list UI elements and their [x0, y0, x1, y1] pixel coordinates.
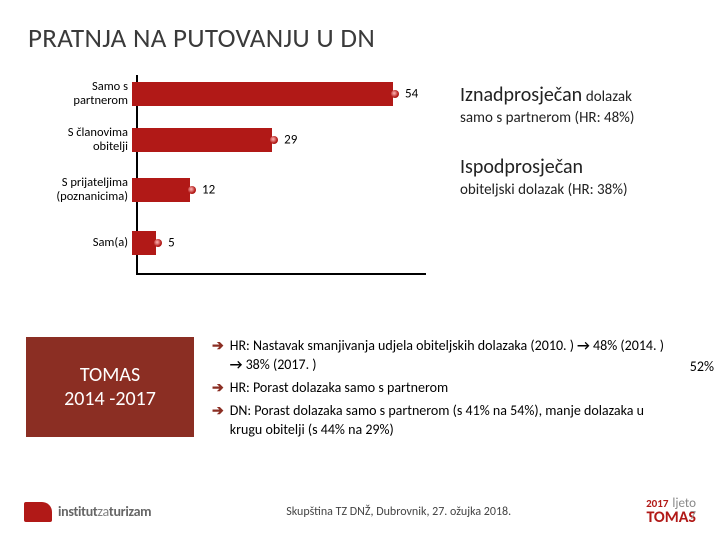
annot-above-sub: samo s partnerom (HR: 48%): [460, 109, 720, 127]
bullet-row: ➔DN: Porast dolazaka samo s partnerom (s…: [212, 402, 672, 440]
bar: 5: [132, 231, 156, 255]
content-row: Samo spartnerom54S članovimaobitelji29S …: [28, 75, 720, 275]
annot-below-title: Ispodprosječan: [460, 155, 583, 179]
tomas-box: TOMAS 2014 -2017: [26, 337, 194, 437]
tomas-logo-name: TOMAS: [646, 510, 696, 526]
tomas-box-l1: TOMAS: [80, 363, 140, 387]
tomas-box-l2: 2014 -2017: [64, 387, 156, 411]
slide-root: PRATNJA NA PUTOVANJU U DN Samo spartnero…: [0, 0, 720, 540]
page-number: 7: [690, 510, 696, 522]
annot-above-sub-inline: dolazak: [586, 88, 632, 106]
bar-track: 12: [132, 178, 190, 202]
bullet-text: HR: Porast dolazaka samo s partnerom: [230, 379, 448, 398]
institut-logo-text: institutzaturizam: [58, 503, 151, 520]
bar-track: 54: [132, 82, 393, 106]
annot-below-sub: obiteljski dolazak (HR: 38%): [460, 181, 720, 199]
tomas-logo: 2017 ljeto TOMAS 7: [646, 497, 696, 526]
institut-logo: institutzaturizam: [24, 502, 151, 522]
chart-x-axis: [136, 273, 426, 275]
footer-caption: Skupština TZ DNŽ, Dubrovnik, 27. ožujka …: [286, 505, 511, 519]
bullets-list: ➔HR: Nastavak smanjivanja udjela obitelj…: [212, 337, 672, 443]
standalone-52pct: 52%: [690, 358, 714, 375]
bar-track: 29: [132, 128, 272, 152]
bar-value: 5: [168, 236, 175, 251]
annot-below-avg: Ispodprosječan obiteljski dolazak (HR: 3…: [460, 155, 720, 199]
institut-logo-mark: [24, 502, 52, 522]
annot-above-title: Iznadprosječan: [460, 83, 582, 107]
annotations: Iznadprosječan dolazak samo s partnerom …: [438, 75, 720, 275]
lower-row: TOMAS 2014 -2017 ➔HR: Nastavak smanjivan…: [28, 337, 720, 443]
bar-row: Samo spartnerom54: [28, 77, 393, 111]
bar-label: S prijateljima(poznanicima): [28, 176, 132, 205]
arrow-icon: ➔: [212, 379, 224, 398]
arrow-icon: ➔: [212, 402, 224, 440]
bar-row: Sam(a)5: [28, 231, 156, 255]
bullet-text: HR: Nastavak smanjivanja udjela obiteljs…: [230, 337, 672, 375]
bar-track: 5: [132, 231, 156, 255]
pratnja-bar-chart: Samo spartnerom54S članovimaobitelji29S …: [28, 75, 438, 275]
bar-row: S prijateljima(poznanicima)12: [28, 173, 190, 207]
bullet-text: DN: Porast dolazaka samo s partnerom (s …: [230, 402, 672, 440]
annot-above-avg: Iznadprosječan dolazak samo s partnerom …: [460, 83, 720, 127]
bullet-row: ➔ HR: Porast dolazaka samo s partnerom: [212, 379, 672, 398]
arrow-icon: ➔: [212, 337, 224, 375]
bar-label: Sam(a): [28, 236, 132, 250]
bar-value: 29: [284, 133, 297, 148]
bar: 54: [132, 82, 393, 106]
bullet-row: ➔HR: Nastavak smanjivanja udjela obitelj…: [212, 337, 672, 375]
bar-value: 54: [405, 87, 418, 102]
bar-label: S članovimaobitelji: [28, 126, 132, 155]
page-title: PRATNJA NA PUTOVANJU U DN: [28, 22, 720, 55]
bar-row: S članovimaobitelji29: [28, 123, 272, 157]
footer: institutzaturizam Skupština TZ DNŽ, Dubr…: [0, 497, 720, 526]
bar: 12: [132, 178, 190, 202]
bar-value: 12: [202, 183, 215, 198]
bar: 29: [132, 128, 272, 152]
bar-label: Samo spartnerom: [28, 80, 132, 109]
